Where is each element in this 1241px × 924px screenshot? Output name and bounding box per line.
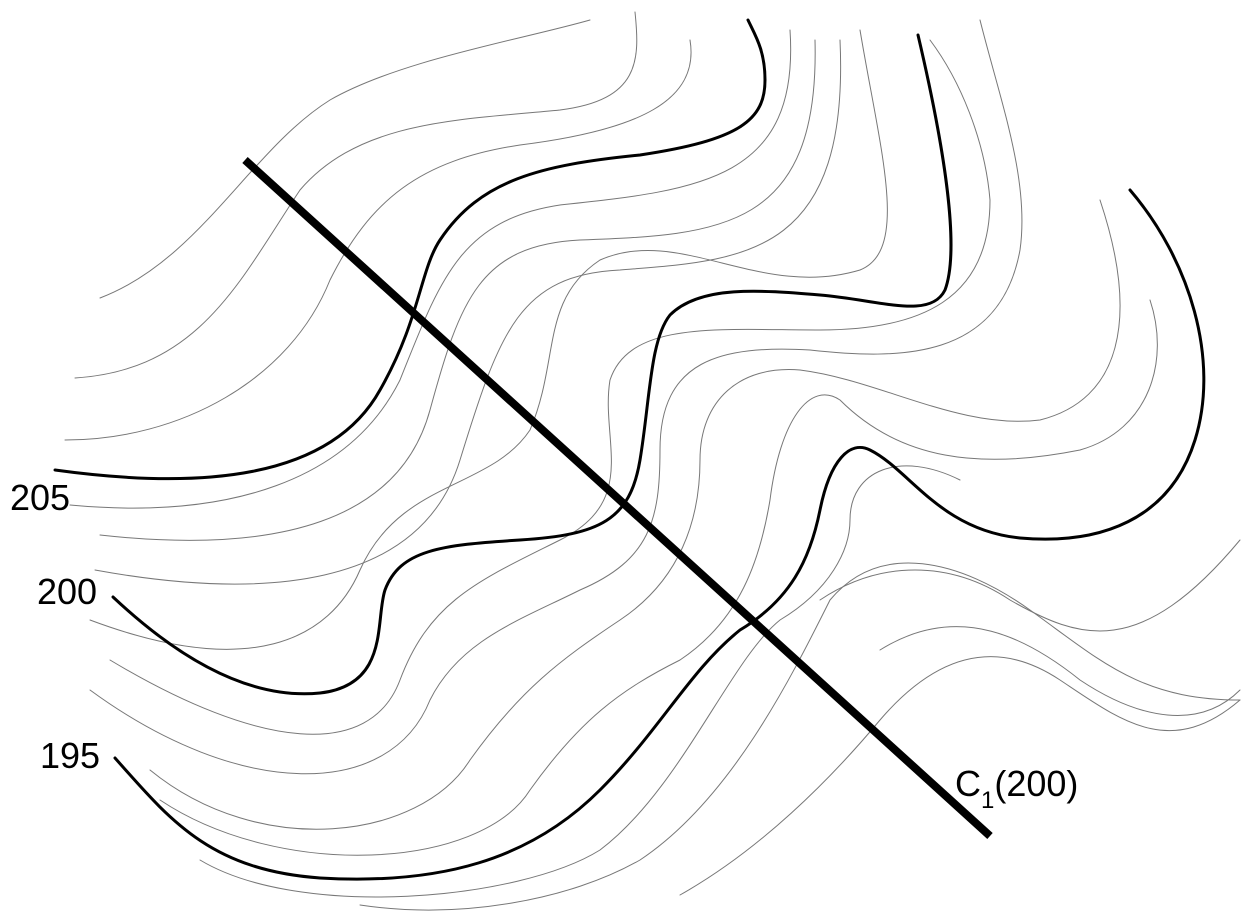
minor-contour-line (75, 12, 637, 378)
section-line-c1 (245, 160, 990, 836)
contour-205 (55, 20, 765, 479)
section-label-name: C (955, 763, 981, 804)
minor-contour-line (70, 30, 791, 508)
minor-contour-line (65, 40, 691, 440)
label-195: 195 (40, 735, 100, 776)
minor-contour-line (100, 20, 590, 298)
minor-contour-line (90, 30, 887, 649)
contour-200 (113, 35, 951, 694)
index-contours (55, 20, 1204, 879)
section-label-subscript: 1 (981, 787, 994, 814)
label-205: 205 (10, 477, 70, 518)
minor-contour-line (100, 40, 815, 540)
minor-contour-line (820, 540, 1240, 631)
label-200: 200 (37, 571, 97, 612)
minor-contour-line (880, 627, 1240, 716)
minor-contour-line (90, 20, 1022, 774)
section-label: C1(200) (955, 763, 1078, 814)
section-label-value: (200) (994, 763, 1078, 804)
